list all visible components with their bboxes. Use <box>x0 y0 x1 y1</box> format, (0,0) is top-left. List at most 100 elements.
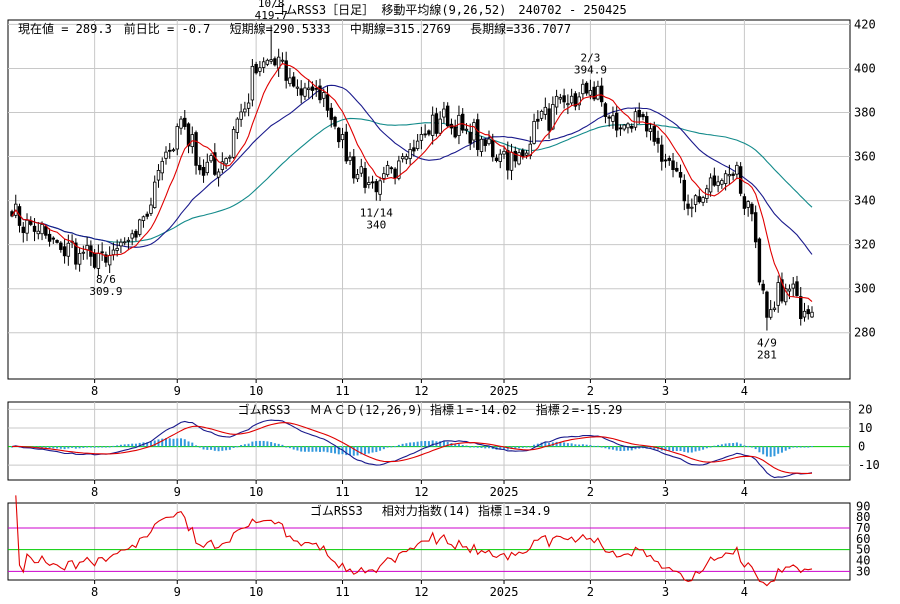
macd-histogram-bar <box>484 446 487 449</box>
candle-body-down <box>186 123 191 147</box>
macd-histogram-bar <box>364 446 367 455</box>
candle-body-up <box>235 118 240 133</box>
candle-body-up <box>367 182 371 185</box>
macd-histogram-bar <box>93 446 96 448</box>
price-y-tick-label: 380 <box>854 106 876 120</box>
candle-body-down <box>47 233 52 242</box>
macd-histogram-bar <box>548 442 551 447</box>
candle-body-up <box>265 59 270 65</box>
rsi-y-tick-label: 40 <box>856 553 870 567</box>
macd-histogram-bar <box>71 446 74 448</box>
price-y-ticks: 280 300 320 340 360 380 400 420 <box>854 17 876 339</box>
candle-body-up <box>787 288 792 292</box>
candle-body-down <box>584 82 589 94</box>
macd-histogram-bar <box>769 446 772 457</box>
candle-body-down <box>731 173 735 176</box>
price-x-tick-label: 11 <box>335 384 349 398</box>
candle-body-down <box>799 296 803 319</box>
candle-body-up <box>258 67 262 72</box>
macd-histogram-bar <box>409 442 412 447</box>
macd-histogram-bar <box>281 444 284 447</box>
candle-body-down <box>513 150 517 162</box>
macd-histogram-bar <box>213 446 216 451</box>
macd-histogram-bar <box>405 443 408 447</box>
macd-histogram-bar <box>544 441 547 447</box>
macd-histogram-bar <box>202 446 205 450</box>
macd-histogram-bar <box>206 446 209 450</box>
candle-body-down <box>291 76 296 87</box>
candle-body-up <box>701 197 705 203</box>
macd-histogram-bar <box>780 446 783 453</box>
macd-histogram-bar <box>334 446 337 454</box>
candle-body-down <box>506 150 510 171</box>
macd-histogram-bar <box>518 446 521 449</box>
macd-histogram-bar <box>687 446 690 453</box>
candle-body-down <box>198 164 202 171</box>
candle-body-down <box>476 119 480 150</box>
macd-histogram-bar <box>56 446 59 449</box>
candle-body-up <box>295 86 300 89</box>
candle-body-down <box>686 203 690 209</box>
annotation-value: 419.7 <box>255 9 288 22</box>
macd-histogram-bar <box>292 446 295 450</box>
candle-body-up <box>137 219 142 235</box>
macd-histogram-bar <box>337 446 340 455</box>
candle-body-down <box>55 240 59 243</box>
macd-histogram-bar <box>52 446 55 449</box>
candle-body-down <box>780 279 784 302</box>
price-x-tick-label: 10 <box>249 384 263 398</box>
candle-body-down <box>599 85 604 103</box>
candle-body-down <box>757 238 762 283</box>
candle-body-up <box>735 164 739 175</box>
price-x-ticks: 8 9 10 11 12 2025 2 3 4 <box>91 379 748 398</box>
candle-body-down <box>310 86 315 91</box>
candle-body-down <box>62 246 67 257</box>
candle-body-up <box>648 128 653 133</box>
macd-histogram-bar <box>191 442 194 447</box>
macd-y-tick-label: 10 <box>858 421 872 435</box>
macd-histogram-bar <box>732 443 735 447</box>
macd-histogram-bar <box>427 441 430 447</box>
macd-histogram-bar <box>251 441 254 447</box>
macd-histogram-bar <box>743 445 746 447</box>
candle-body-down <box>592 86 596 100</box>
macd-histogram-bar <box>649 446 652 449</box>
candle-body-down <box>427 130 431 135</box>
macd-histogram-bar <box>604 446 607 449</box>
price-x-tick-label: 4 <box>741 384 748 398</box>
candle-body-up <box>81 251 86 254</box>
chart-title: ゴムRSS3［日足］ 移動平均線(9,26,52) 240702 - 25042… <box>273 2 627 17</box>
macd-histogram-bar <box>315 446 318 452</box>
annotation-value: 309.9 <box>89 285 122 298</box>
macd-histogram-bar <box>811 446 813 448</box>
candle-body-up <box>382 173 386 179</box>
macd-histogram-bar <box>63 446 66 450</box>
macd-histogram-bar <box>172 438 175 447</box>
macd-histogram-bar <box>296 446 299 451</box>
macd-histogram-bar <box>89 446 92 448</box>
macd-histogram-bar <box>349 446 352 456</box>
candle-body-down <box>32 225 37 232</box>
ma-long-path <box>11 117 813 243</box>
macd-histogram-bar <box>303 446 306 452</box>
candle-body-up <box>355 174 360 180</box>
macd-histogram-bar <box>386 446 389 448</box>
candle-body-down <box>374 181 379 193</box>
macd-histogram-bar <box>713 445 716 447</box>
macd-histogram-bar <box>472 446 475 448</box>
macd-histogram-bar <box>581 444 584 447</box>
candle-body-up <box>727 174 732 177</box>
candle-body-up <box>524 152 529 156</box>
macd-histogram-bar <box>626 446 629 451</box>
macd-histogram-bar <box>465 445 468 447</box>
macd-histogram-bar <box>146 442 149 447</box>
candle-body-up <box>588 90 593 96</box>
macd-histogram-bar <box>420 441 423 447</box>
candle-body-up <box>307 87 311 91</box>
annotation-date: 8/6 <box>96 273 116 286</box>
candle-body-up <box>517 152 521 165</box>
macd-histogram-bar <box>747 446 750 448</box>
macd-histogram-bar <box>149 441 152 447</box>
candle-body-down <box>273 58 277 66</box>
candle-body-up <box>581 83 585 95</box>
